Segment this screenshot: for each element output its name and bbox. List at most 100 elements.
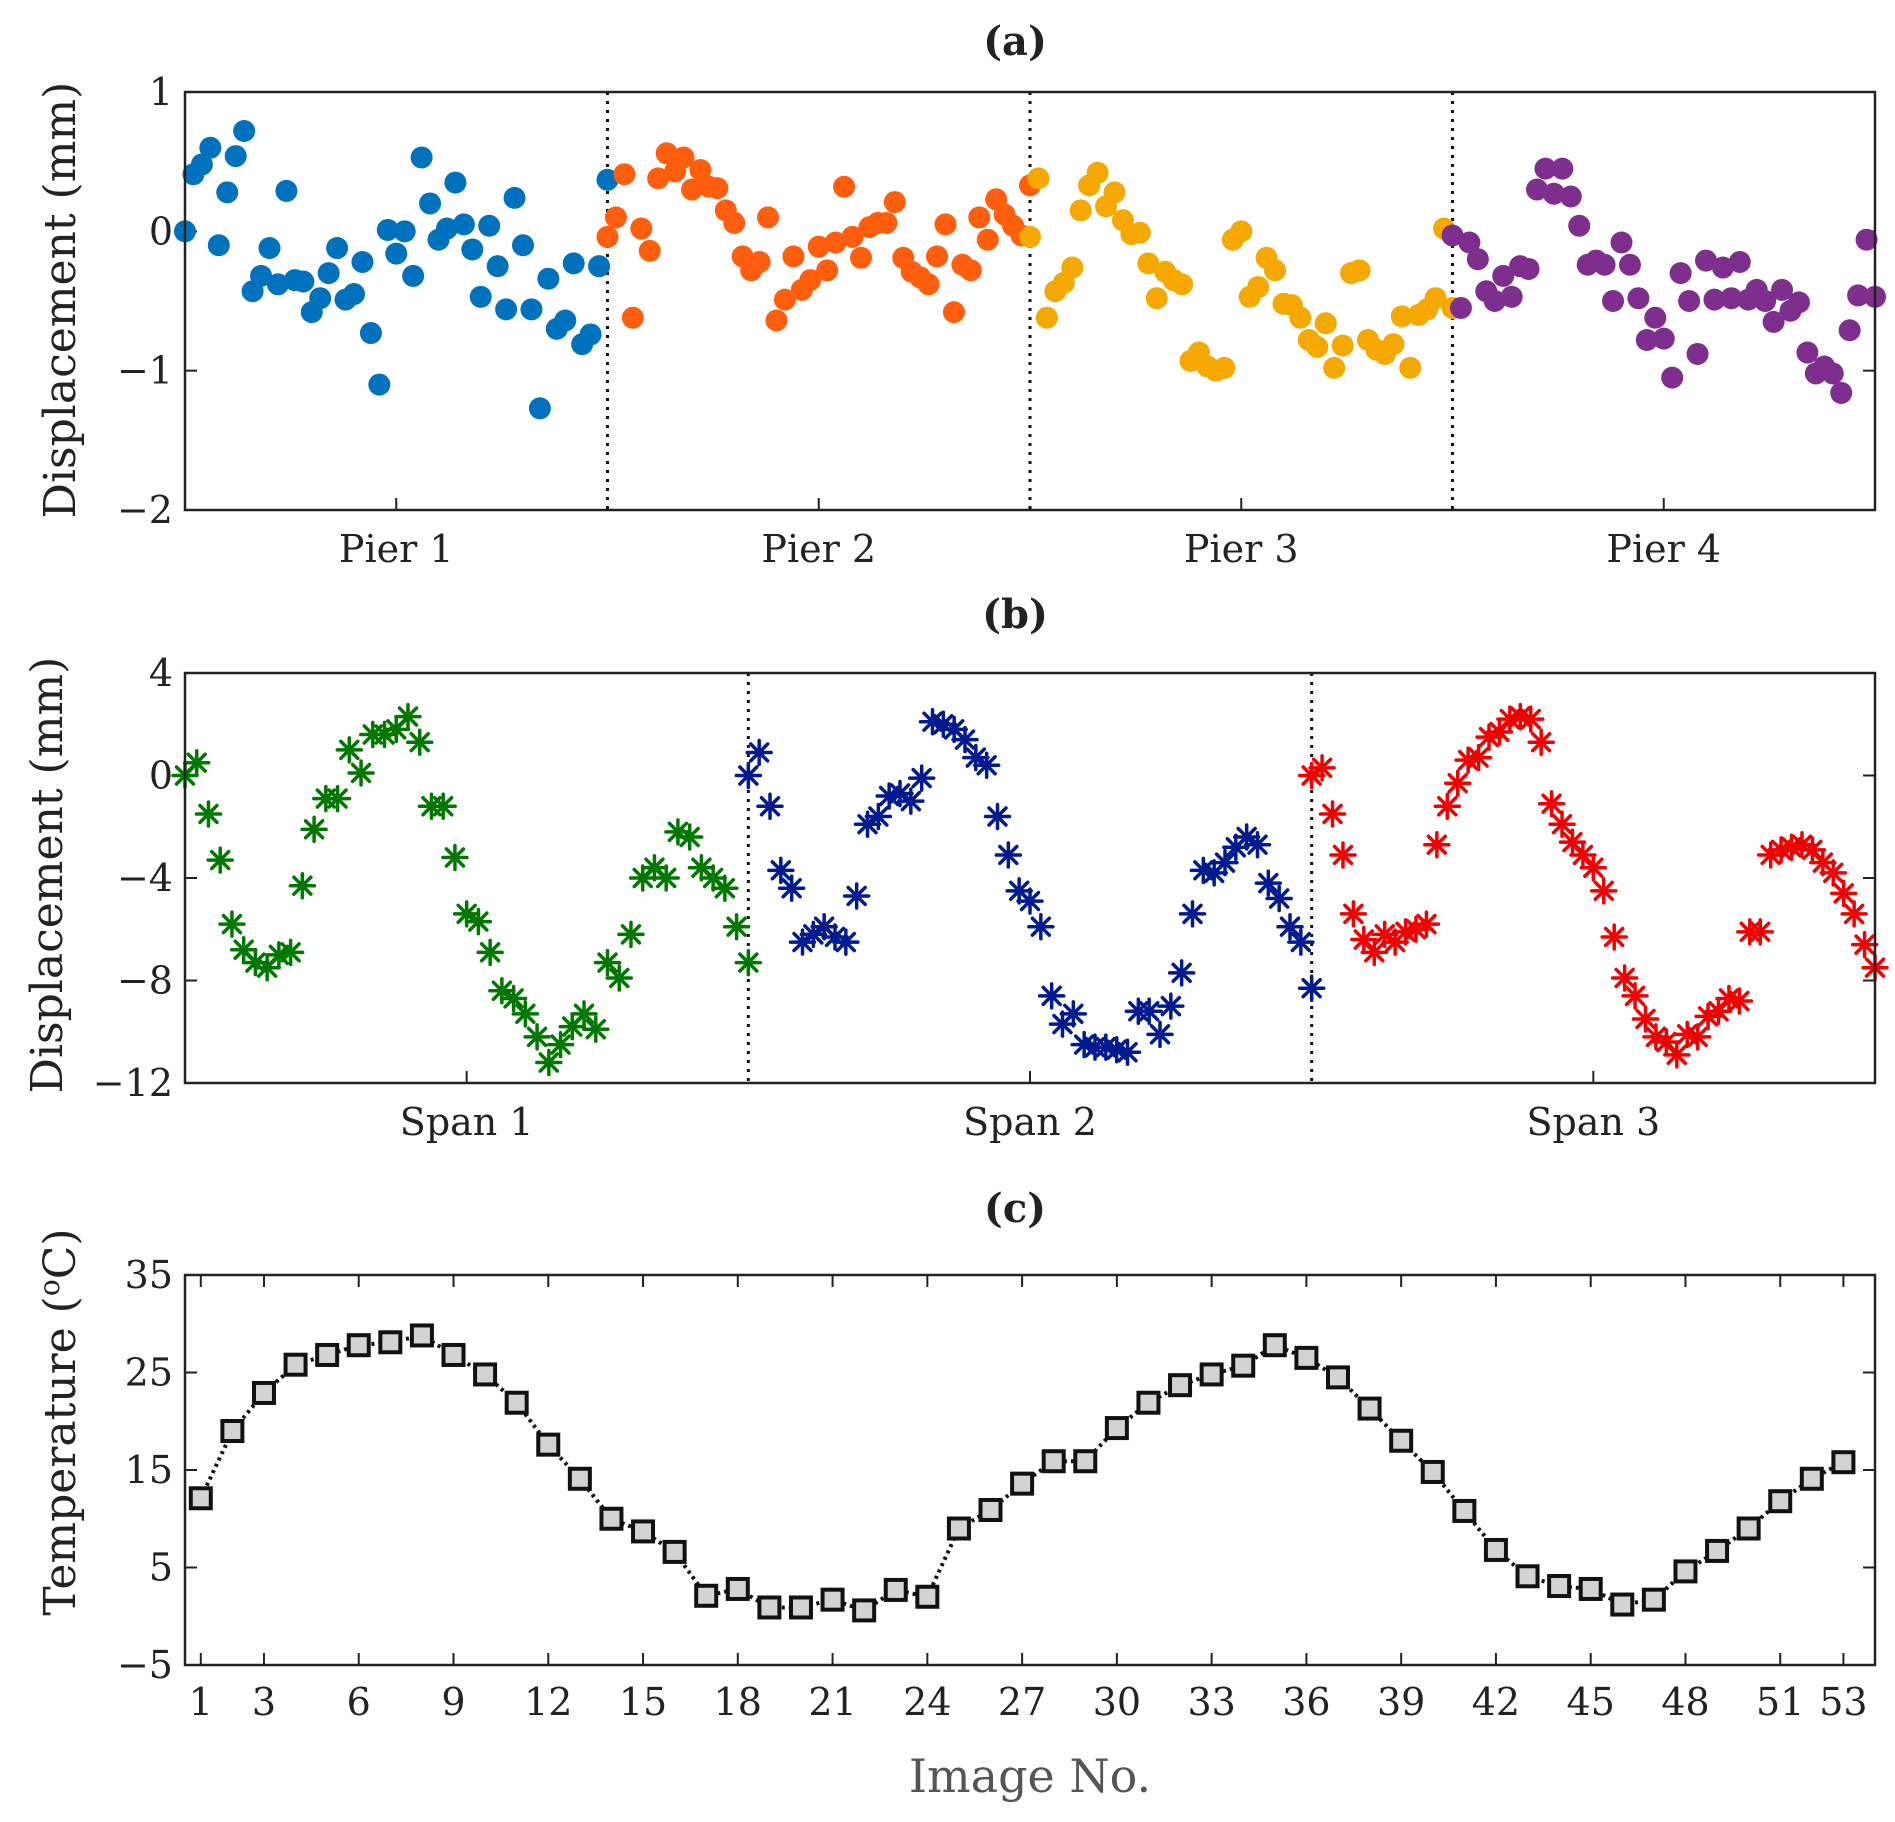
panel-b-point [1276, 912, 1304, 941]
panel-a-point [410, 146, 433, 169]
panel-b-point [1527, 728, 1555, 756]
panel-b-point [593, 948, 622, 977]
panel-b-point [1537, 789, 1566, 818]
panel-b-point [767, 856, 795, 885]
panel-c-point [599, 1506, 624, 1531]
panel-c-ytick-label: 5 [149, 1546, 173, 1590]
panel-b-point [523, 1023, 551, 1051]
panel-a-category-label: Pier 3 [1184, 527, 1299, 571]
panel-a-point [596, 168, 619, 191]
panel-c-xtick-label: 51 [1756, 1680, 1804, 1724]
panel-a-point [1213, 356, 1236, 379]
panel-a-point [326, 237, 349, 260]
panel-a-point [495, 298, 518, 321]
panel-b-point [1548, 810, 1576, 838]
panel-b-point [1850, 930, 1879, 959]
panel-a-point [1390, 305, 1413, 328]
panel-b-point [1146, 1020, 1174, 1049]
panel-a-point [782, 245, 805, 268]
panel-c-point [1483, 1537, 1508, 1562]
panel-a-point [1289, 306, 1312, 329]
panel-b-point [1339, 900, 1368, 928]
panel-a-point [486, 255, 509, 278]
panel-b-point [405, 728, 434, 756]
panel-a-title: (a) [983, 18, 1047, 65]
panel-a-point [1711, 256, 1734, 279]
panel-a-ytick-label: −1 [117, 349, 173, 393]
panel-b-point [1167, 959, 1196, 987]
panel-c-xtick-label: 53 [1819, 1680, 1867, 1724]
panel-b-point [429, 792, 457, 820]
panel-b-point [962, 743, 990, 772]
panel-a-point [799, 269, 822, 292]
panel-a-point [216, 181, 239, 204]
panel-b-point [1265, 884, 1293, 913]
panel-b-ylabel: Displacement (mm) [22, 657, 73, 1094]
panel-a-point [317, 262, 340, 285]
panel-a-point [883, 191, 906, 214]
panel-a-ylabel: Displacement (mm) [35, 82, 86, 519]
panel-b-point [1059, 1000, 1088, 1028]
panel-a-point [1086, 161, 1109, 184]
panel-c-xtick-label: 12 [524, 1680, 572, 1724]
panel-c-xtick-label: 27 [998, 1680, 1046, 1724]
panel-a-point [672, 146, 695, 169]
panel-c-point [1610, 1592, 1635, 1617]
panel-a-point [647, 167, 670, 190]
panel-c-ytick-label: −5 [117, 1643, 173, 1687]
panel-b-point [1232, 823, 1261, 851]
panel-b-point [907, 764, 936, 792]
panel-a-point [1069, 199, 1092, 222]
panel-c-point [1578, 1576, 1603, 1601]
panel-b-title: (b) [982, 591, 1048, 638]
panel-b-point [1642, 1023, 1670, 1051]
panel-c-point [504, 1390, 529, 1415]
panel-a-point [258, 237, 281, 260]
panel-a-point [706, 177, 729, 200]
panel-b-point [1243, 830, 1272, 859]
panel-a-point [833, 175, 856, 198]
panel-c-point [1547, 1574, 1572, 1599]
panel-b-point [1157, 992, 1185, 1020]
panel-b-point [394, 702, 422, 731]
panel-a-point [773, 288, 796, 311]
panel-c-point [1325, 1365, 1350, 1390]
panel-b-point [1297, 974, 1326, 1002]
panel-c-xtick-label: 3 [252, 1680, 276, 1724]
panel-a-point [1669, 262, 1692, 285]
panel-a-point [190, 153, 213, 176]
panel-a-point [478, 214, 501, 237]
panel-a-point [934, 213, 957, 236]
panel-a-point [816, 259, 839, 282]
panel-a-point [1382, 333, 1405, 356]
panel-b-point [983, 802, 1012, 831]
panel-a-point [199, 136, 222, 159]
panel-c-ylabel: Temperature (oC) [33, 1228, 86, 1615]
panel-c-point [788, 1595, 813, 1620]
panel-a-point [1771, 278, 1794, 301]
panel-b-point [347, 759, 375, 787]
panel-a-point [1526, 178, 1548, 201]
panel-b-category-label: Span 1 [400, 1100, 534, 1144]
panel-a-point [419, 192, 442, 215]
panel-a-point [1787, 291, 1810, 314]
panel-a-point [435, 217, 458, 240]
panel-b-point [756, 792, 784, 820]
panel-a-point [512, 234, 534, 257]
panel-c-point [409, 1323, 434, 1348]
panel-b-point [897, 787, 925, 815]
panel-a-point [537, 267, 560, 290]
panel-c-point [1515, 1564, 1540, 1589]
panel-b-point [745, 738, 773, 767]
panel-a-point [765, 309, 788, 332]
panel-a-point [1424, 287, 1447, 310]
panel-b-point [734, 948, 763, 977]
panel-c-point [378, 1330, 403, 1355]
panel-c-xtick-label: 1 [189, 1680, 213, 1724]
panel-b-point [1287, 928, 1315, 956]
panel-b-point [1113, 1038, 1142, 1066]
panel-b-category-label: Span 2 [963, 1100, 1097, 1144]
panel-a-point [1602, 290, 1625, 312]
panel-a-point [630, 217, 653, 240]
